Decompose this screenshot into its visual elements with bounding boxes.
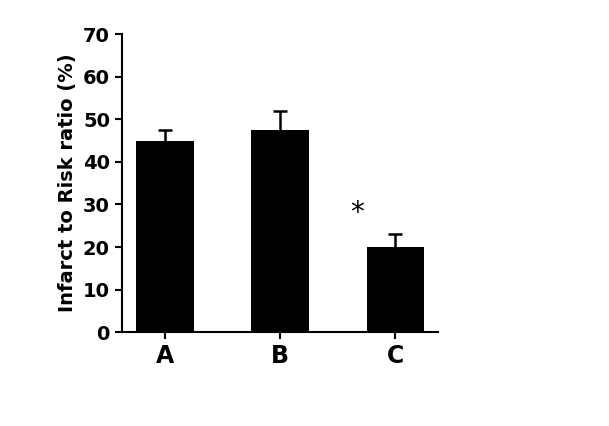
- Text: *: *: [350, 199, 364, 227]
- Bar: [367, 247, 424, 332]
- Bar: [252, 130, 309, 332]
- Y-axis label: Infarct to Risk ratio (%): Infarct to Risk ratio (%): [58, 54, 77, 313]
- Bar: [136, 141, 194, 332]
